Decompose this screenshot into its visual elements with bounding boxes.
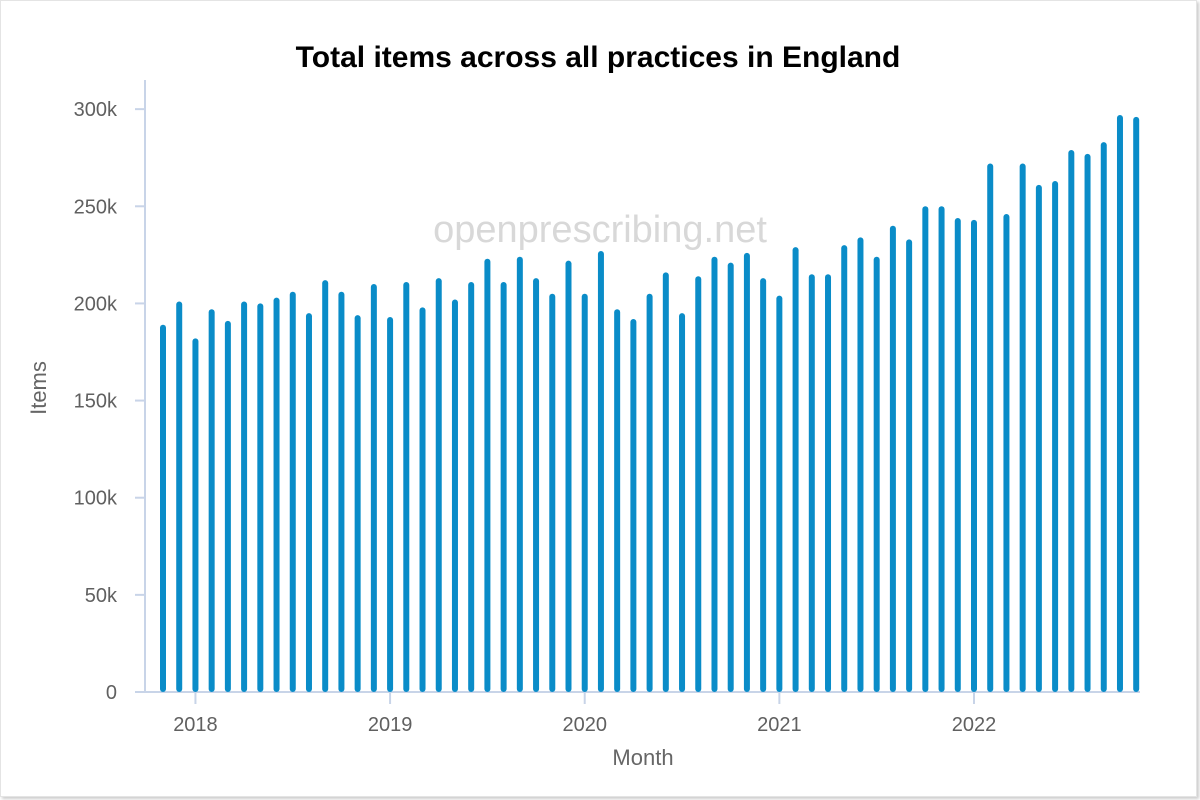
- bar[interactable]: [1003, 214, 1010, 693]
- bar[interactable]: [468, 282, 475, 692]
- bar[interactable]: [533, 278, 540, 692]
- bar[interactable]: [825, 274, 832, 692]
- bar[interactable]: [841, 245, 848, 692]
- bar[interactable]: [679, 313, 686, 692]
- bar[interactable]: [1084, 153, 1091, 693]
- bar[interactable]: [760, 278, 767, 692]
- y-tick-label: 150k: [74, 391, 118, 413]
- bar[interactable]: [257, 303, 264, 692]
- bar[interactable]: [922, 206, 929, 693]
- bar[interactable]: [1035, 184, 1042, 692]
- bar[interactable]: [1133, 116, 1140, 692]
- bar[interactable]: [403, 282, 410, 692]
- bar[interactable]: [630, 318, 637, 692]
- bar[interactable]: [954, 217, 961, 692]
- bar[interactable]: [597, 250, 604, 692]
- bar[interactable]: [305, 313, 312, 692]
- bar[interactable]: [176, 301, 183, 692]
- bar[interactable]: [792, 247, 799, 693]
- bar[interactable]: [160, 324, 166, 692]
- bar[interactable]: [289, 291, 296, 692]
- bar[interactable]: [451, 299, 458, 692]
- y-tick-label: 0: [106, 682, 117, 704]
- bar[interactable]: [662, 272, 669, 692]
- y-tick-label: 100k: [74, 488, 118, 510]
- y-tick-label: 50k: [85, 585, 118, 607]
- bar[interactable]: [484, 258, 491, 692]
- bar[interactable]: [516, 256, 523, 692]
- bar[interactable]: [322, 280, 329, 692]
- y-tick-label: 250k: [74, 196, 118, 218]
- x-tick-label: 2018: [173, 714, 218, 736]
- y-tick-label: 300k: [74, 99, 118, 121]
- x-tick-label: 2021: [757, 714, 802, 736]
- bar[interactable]: [500, 282, 507, 692]
- bar[interactable]: [338, 291, 345, 692]
- watermark-text: openprescribing.net: [433, 209, 767, 251]
- bar[interactable]: [273, 297, 280, 692]
- bar[interactable]: [711, 256, 718, 692]
- x-tick-label: 2020: [562, 714, 607, 736]
- bar[interactable]: [565, 260, 572, 692]
- x-axis-title: Month: [612, 745, 673, 770]
- bar[interactable]: [1116, 114, 1123, 692]
- bar[interactable]: [1068, 149, 1075, 692]
- bar[interactable]: [614, 309, 621, 692]
- bar[interactable]: [354, 315, 361, 692]
- bars: [160, 114, 1140, 693]
- bar[interactable]: [581, 293, 588, 692]
- bar[interactable]: [387, 317, 394, 692]
- y-axis: 0 50k 100k 150k 200k 250k 300k: [74, 80, 146, 704]
- bar[interactable]: [208, 309, 215, 692]
- bar[interactable]: [727, 262, 734, 692]
- bar[interactable]: [646, 293, 653, 692]
- bar[interactable]: [549, 293, 556, 692]
- bar[interactable]: [241, 301, 248, 692]
- bar[interactable]: [938, 206, 945, 693]
- bar[interactable]: [1052, 181, 1059, 692]
- x-tick-label: 2022: [952, 714, 997, 736]
- bar[interactable]: [889, 225, 896, 692]
- bar[interactable]: [873, 256, 880, 692]
- bar[interactable]: [906, 239, 913, 693]
- bar[interactable]: [857, 237, 864, 692]
- y-tick-label: 200k: [74, 293, 118, 315]
- y-axis-title: Items: [26, 361, 51, 415]
- bar[interactable]: [419, 307, 426, 692]
- bar[interactable]: [435, 278, 442, 692]
- x-tick-label: 2019: [368, 714, 413, 736]
- chart-title: Total items across all practices in Engl…: [296, 41, 901, 74]
- bar[interactable]: [971, 219, 977, 692]
- bar[interactable]: [192, 338, 199, 692]
- bar[interactable]: [808, 274, 815, 692]
- x-axis: 2018 2019 2020 2021 2022: [145, 691, 1140, 736]
- bar[interactable]: [224, 320, 231, 692]
- bar[interactable]: [695, 276, 702, 692]
- bar[interactable]: [1100, 142, 1107, 692]
- bar[interactable]: [370, 284, 377, 692]
- bar[interactable]: [1019, 163, 1026, 693]
- bar[interactable]: [987, 163, 994, 693]
- bar[interactable]: [743, 252, 750, 692]
- bar[interactable]: [776, 295, 783, 692]
